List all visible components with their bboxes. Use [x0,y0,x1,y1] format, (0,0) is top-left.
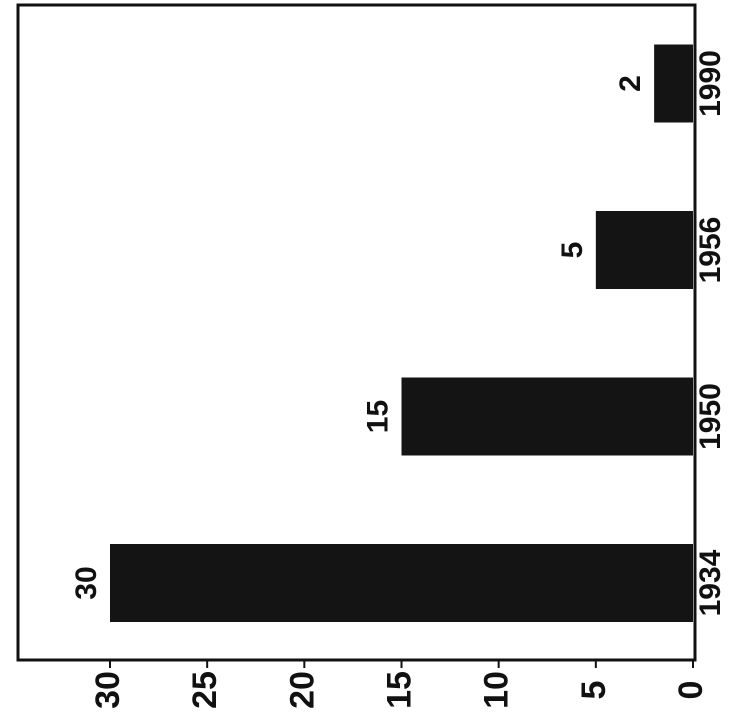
y-tick-label: 20 [283,671,321,709]
value-label: 2 [614,75,647,92]
y-tick-label: 0 [672,681,710,700]
plot-frame [16,3,697,662]
value-label: 5 [556,242,589,259]
category-label: 1950 [694,383,727,450]
bar [654,44,693,123]
value-label: 15 [361,400,394,433]
y-tick-label: 25 [186,671,224,709]
value-label: 30 [70,566,103,599]
bar [401,377,693,456]
bar [110,544,693,622]
y-tick-label: 5 [575,681,613,700]
bar [595,211,693,289]
category-label: 1990 [694,50,727,117]
category-label: 1934 [694,549,727,616]
y-tick-label: 15 [380,671,418,709]
y-tick-label: 10 [478,671,516,709]
y-tick-label: 30 [89,671,127,709]
category-label: 1956 [694,217,727,284]
